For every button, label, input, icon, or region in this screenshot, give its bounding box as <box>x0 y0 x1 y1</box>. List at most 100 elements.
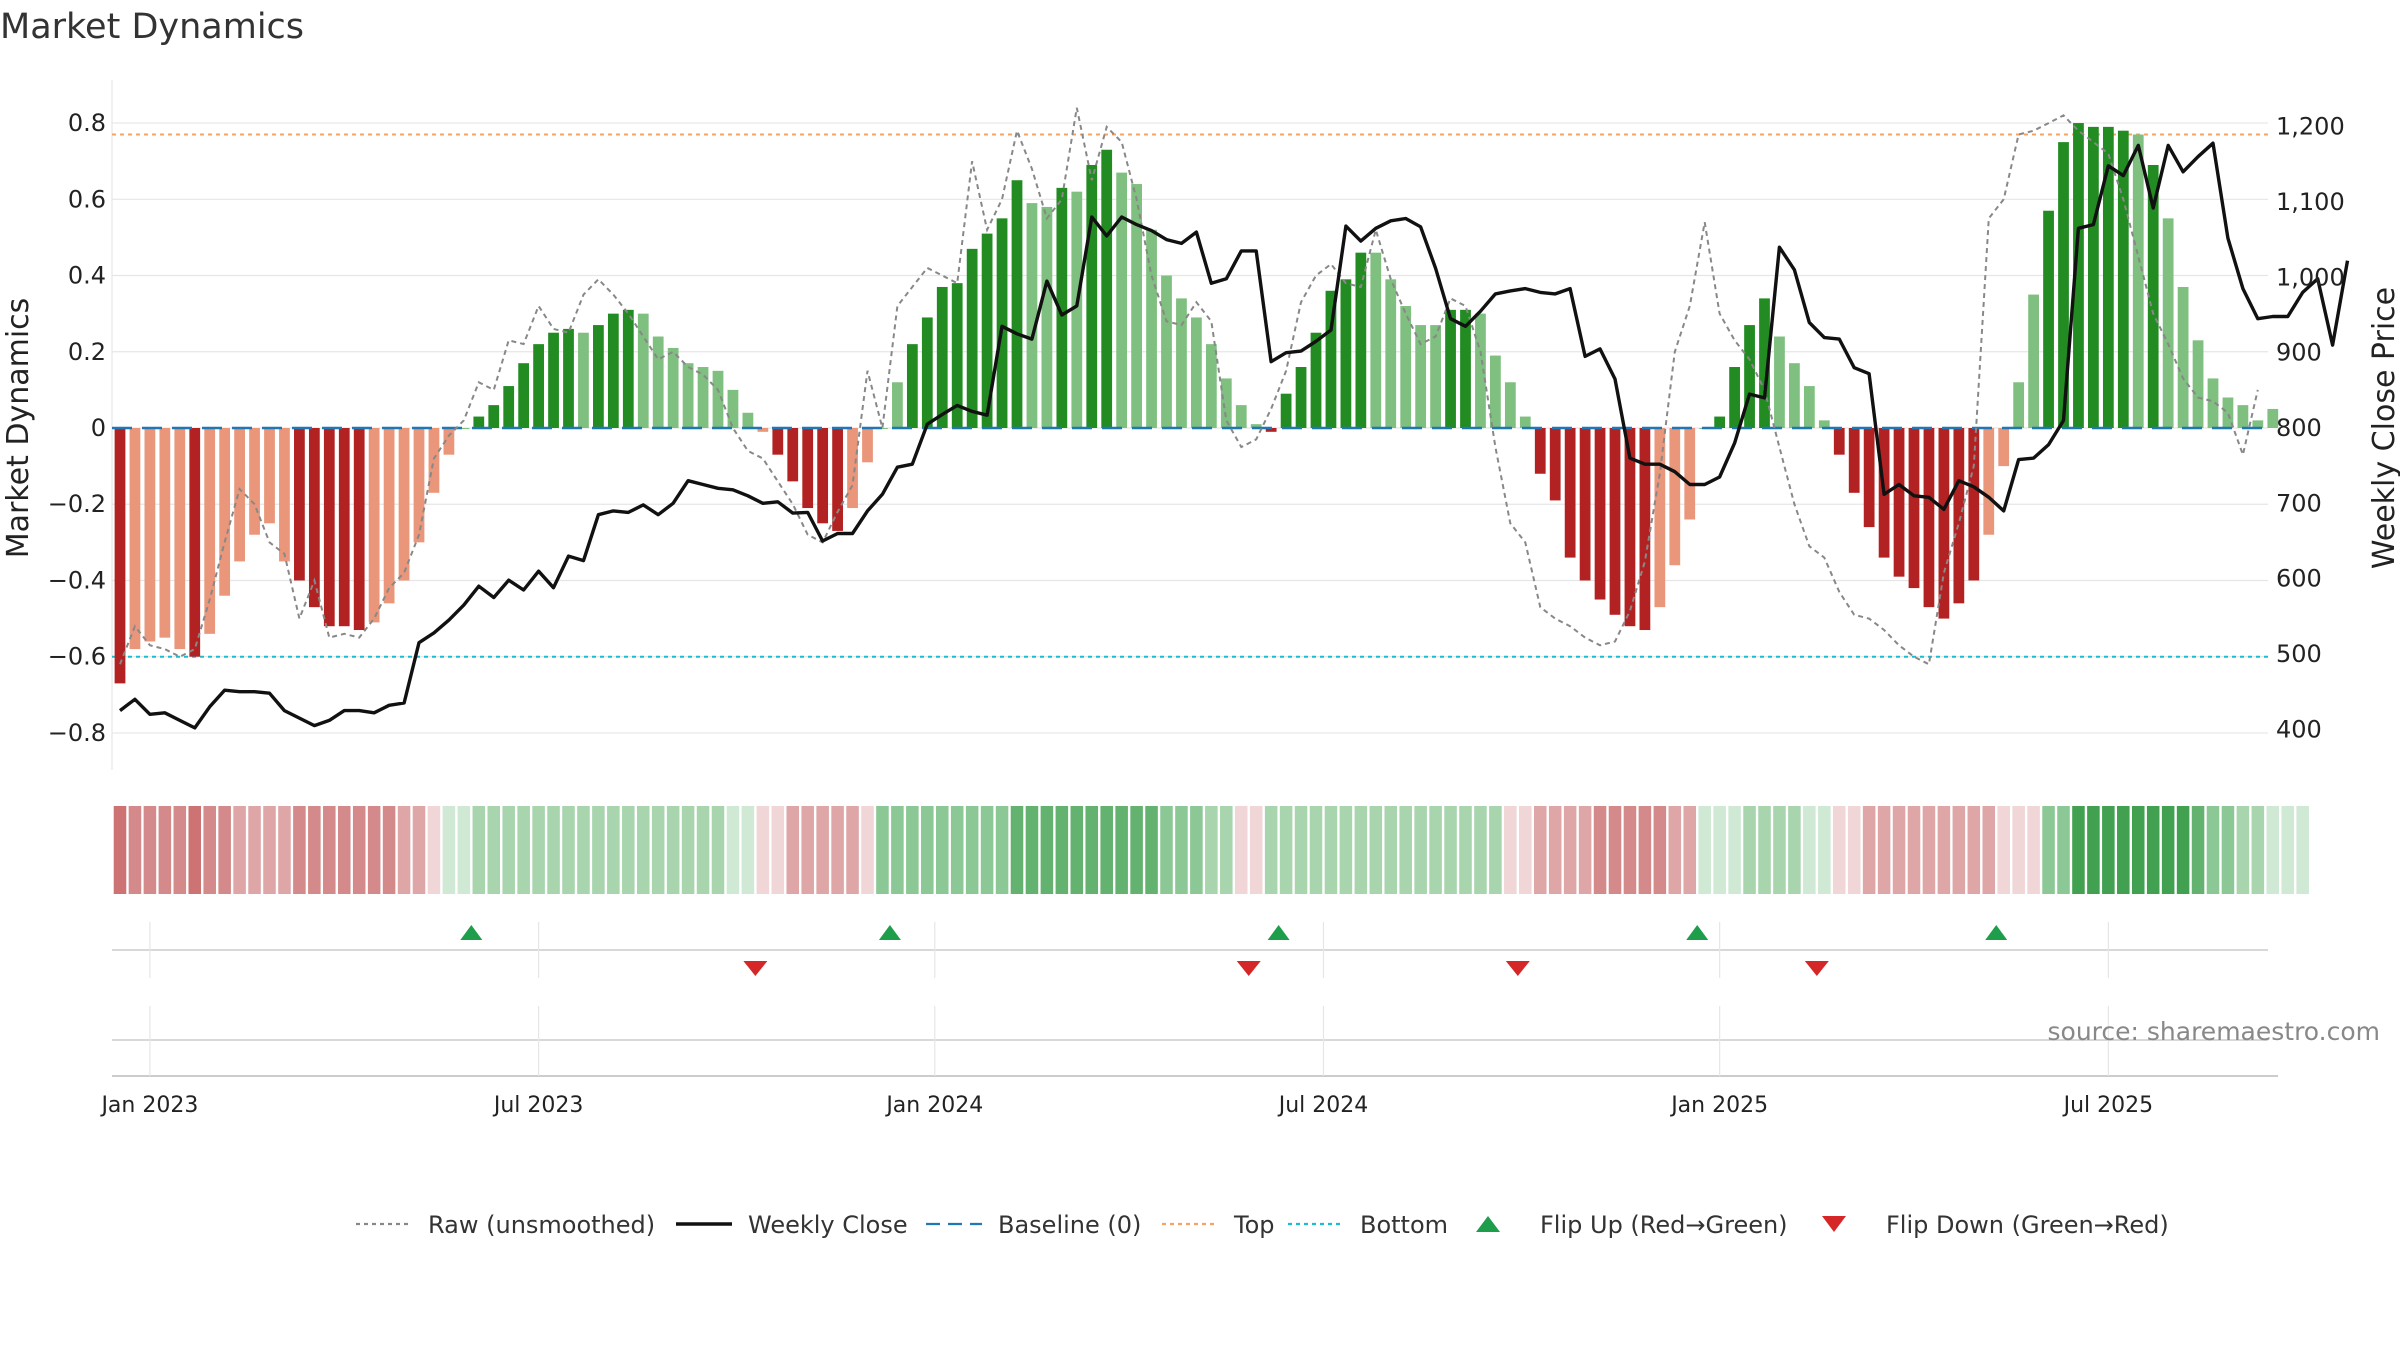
bar <box>1280 393 1292 428</box>
bar <box>308 428 320 608</box>
bar <box>2237 405 2249 428</box>
strip-cell <box>666 806 680 894</box>
bar <box>1938 428 1950 619</box>
legend-down-triangle-icon <box>1822 1216 1846 1232</box>
right-tick-label: 1,000 <box>2276 263 2345 291</box>
strip-cell <box>1608 806 1622 894</box>
strip-cell <box>1907 806 1921 894</box>
strip-cell <box>1773 806 1786 894</box>
bar <box>249 428 260 535</box>
date-tick-label: Jul 2023 <box>492 1093 584 1118</box>
strip-cell <box>741 806 755 894</box>
strip-cell <box>113 806 127 894</box>
strip-cell <box>935 806 949 894</box>
strip-cell <box>1803 806 1816 894</box>
strip-cell <box>1548 806 1562 894</box>
bar <box>1624 428 1636 627</box>
bar <box>593 325 604 428</box>
strip-cell <box>2087 806 2100 894</box>
strip-cell <box>2236 806 2250 894</box>
bar <box>338 428 350 627</box>
strip-cell <box>1892 806 1906 894</box>
strip-cell <box>1638 806 1652 894</box>
bar <box>1116 172 1128 428</box>
strip-cell <box>532 806 545 894</box>
strip-cell <box>2191 806 2205 894</box>
strip-cell <box>1085 806 1099 894</box>
bar <box>2088 126 2099 428</box>
strip-cell <box>2057 806 2070 894</box>
left-tick-label: 0.2 <box>68 338 106 366</box>
strip-cell <box>1279 806 1293 894</box>
right-axis-ticks: 1,200 1,100 1,000 900 800 700 600 500 400 <box>2276 113 2345 744</box>
bar <box>189 428 201 657</box>
left-tick-label: 0 <box>91 414 106 442</box>
strip-cell <box>1519 806 1532 894</box>
left-axis-ticks: 0.8 0.6 0.4 0.2 0 −0.2 −0.4 −0.6 −0.8 <box>48 109 106 747</box>
strip-cell <box>1294 806 1308 894</box>
bar <box>368 428 380 623</box>
strip-cell <box>1653 806 1667 894</box>
strip-cell <box>337 806 351 894</box>
flip-up-marker <box>1985 925 2008 940</box>
bar <box>2177 286 2189 428</box>
strip-cell <box>1025 806 1039 894</box>
bar <box>1460 309 1471 428</box>
strip-cell <box>1040 806 1054 894</box>
strip-cell <box>1220 806 1233 894</box>
bar <box>862 428 873 463</box>
bar <box>832 428 843 531</box>
bar <box>114 428 126 684</box>
bar <box>563 328 574 428</box>
strip-cell <box>427 806 441 894</box>
bar <box>533 344 544 428</box>
bar <box>1654 428 1666 608</box>
bar <box>1355 252 1367 428</box>
bar <box>1549 428 1561 501</box>
strip-cell <box>1055 806 1069 894</box>
bar <box>264 428 275 524</box>
strip-cell <box>2281 806 2295 894</box>
strip-cell <box>143 806 157 894</box>
date-tick-label: Jul 2025 <box>2062 1093 2154 1118</box>
strip-cell <box>1743 806 1756 894</box>
strip-cell <box>2072 806 2085 894</box>
strip-cell <box>263 806 276 894</box>
bar <box>697 367 709 428</box>
bar <box>622 309 634 428</box>
date-tick-label: Jan 2025 <box>1669 1093 1768 1118</box>
bar <box>294 428 305 581</box>
bar <box>1534 428 1546 474</box>
strip-cell <box>1997 806 2010 894</box>
strip-cell <box>1788 806 1801 894</box>
strip-cell <box>2146 806 2160 894</box>
source-note: source: sharemaestro.com <box>2048 1017 2381 1046</box>
strip-cell <box>547 806 560 894</box>
bar <box>996 218 1008 428</box>
bar <box>892 382 903 428</box>
bar <box>1669 428 1681 566</box>
strip-cell <box>980 806 994 894</box>
strip-cell <box>2117 806 2130 894</box>
strip-cell <box>1010 806 1024 894</box>
flip-up-marker <box>1686 925 1709 940</box>
strip-cell <box>412 806 426 894</box>
strip-cell <box>1354 806 1368 894</box>
bar <box>2207 378 2219 428</box>
bar <box>1310 332 1322 428</box>
strip-cell <box>1952 806 1966 894</box>
strip-cell <box>1847 806 1861 894</box>
right-axis-label: Weekly Close Price <box>2367 287 2400 569</box>
flip-down-marker <box>1236 961 1261 976</box>
bar <box>1744 325 1755 428</box>
flip-down-marker <box>1804 961 1829 976</box>
strip-cell <box>472 806 486 894</box>
bar <box>413 428 425 543</box>
bar <box>1086 164 1098 429</box>
right-tick-label: 800 <box>2276 414 2322 442</box>
bar <box>787 428 799 482</box>
bar <box>1400 306 1412 428</box>
strip-cell <box>1339 806 1353 894</box>
bar <box>951 283 963 428</box>
